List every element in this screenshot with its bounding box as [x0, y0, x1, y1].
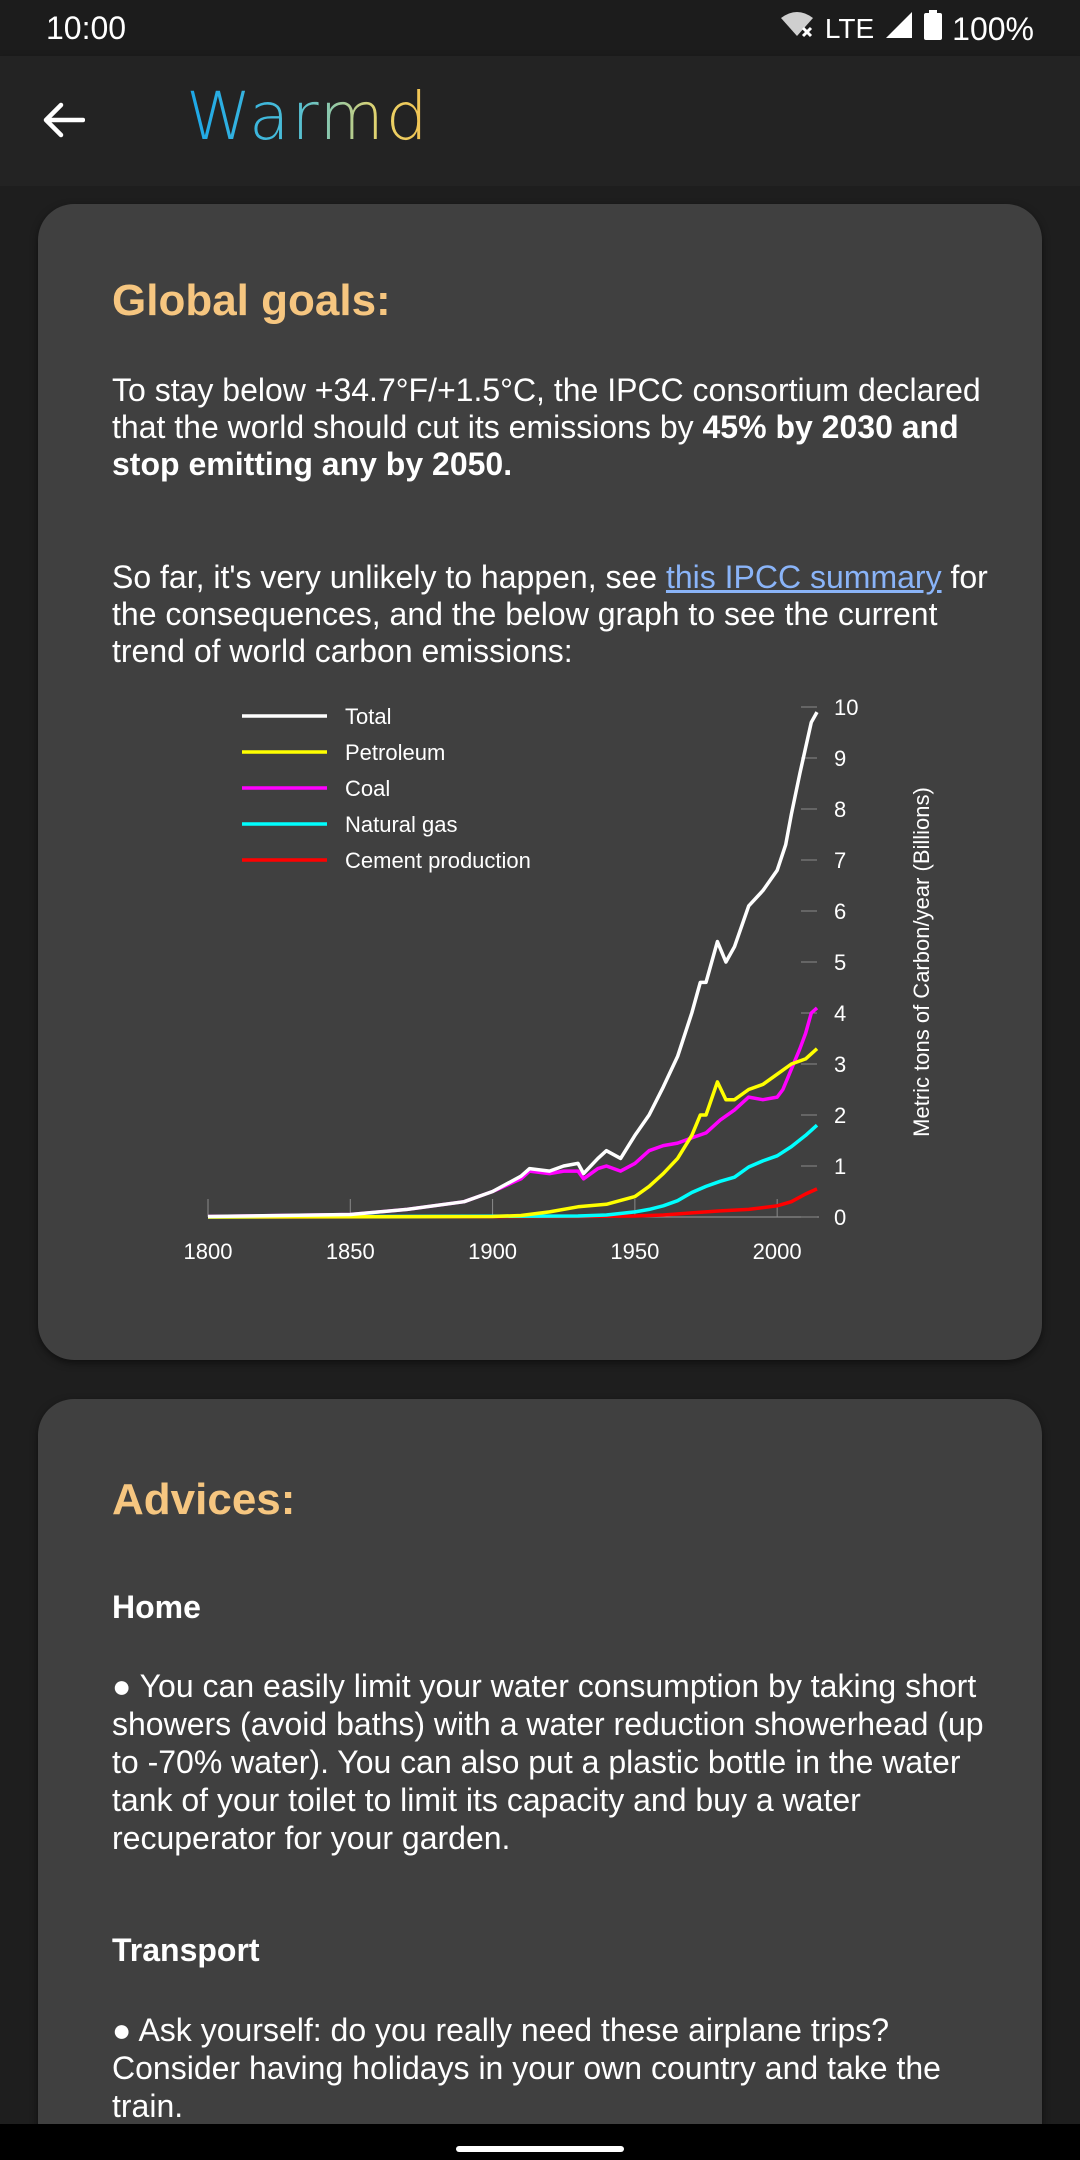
- x-tick-label: 2000: [753, 1239, 802, 1264]
- app-title-text: Warmd: [186, 78, 430, 155]
- goals-text-2: So far, it's very unlikely to happen, se…: [112, 559, 666, 595]
- transport-advice-text: ● Ask yourself: do you really need these…: [112, 2012, 941, 2124]
- status-time: 10:00: [46, 10, 127, 46]
- x-tick-label: 1800: [184, 1239, 233, 1264]
- series-line-coal: [207, 1006, 819, 1219]
- goals-text-2-end: for the consequences, and the below grap…: [112, 559, 988, 669]
- gesture-handle[interactable]: [456, 2146, 624, 2152]
- status-icons: LTE 100%: [779, 10, 1034, 48]
- y-tick-label: 7: [834, 848, 846, 873]
- y-tick-label: 9: [834, 746, 846, 771]
- global-goals-card: Global goals: To stay below +34.7°F/+1.5…: [38, 204, 1042, 1360]
- y-tick-label: 4: [834, 1001, 846, 1026]
- legend-label: Petroleum: [345, 740, 445, 765]
- x-tick-label: 1900: [468, 1239, 517, 1264]
- back-button[interactable]: [34, 92, 94, 152]
- y-tick-label: 3: [834, 1052, 846, 1077]
- y-tick-label: 1: [834, 1154, 846, 1179]
- scroll-content[interactable]: Global goals: To stay below +34.7°F/+1.5…: [0, 186, 1080, 2124]
- series-line-total: [207, 711, 819, 1219]
- battery-percent: 100%: [952, 10, 1034, 47]
- home-subheading: Home: [112, 1589, 201, 1625]
- network-label: LTE: [824, 13, 875, 44]
- y-tick-label: 2: [834, 1103, 846, 1128]
- y-tick-label: 0: [834, 1205, 846, 1230]
- ipcc-summary-link[interactable]: this IPCC summary: [665, 559, 942, 595]
- y-tick-label: 10: [834, 695, 858, 720]
- goals-text-1-bold: 45% by 2030 and stop emitting any by 205…: [112, 409, 959, 482]
- emissions-chart: 1800 1850 1900 1950 2000 0 1 2 3 4 5 6 7 8 9 10 Metric t…: [138, 680, 958, 1280]
- legend-label: Natural gas: [345, 812, 458, 837]
- y-axis-label: Metric tons of Carbon/year (Billions): [909, 787, 934, 1137]
- series-line-natural-gas: [207, 1123, 819, 1219]
- emissions-chart-svg: 1800 1850 1900 1950 2000 0 1 2 3 4 5 6 7 8 9 10 Metric t…: [184, 695, 934, 1264]
- legend-label: Coal: [345, 776, 390, 801]
- navigation-bar: [0, 2124, 1080, 2160]
- x-tick-label: 1850: [326, 1239, 375, 1264]
- status-bar: 10:00 LTE 100%: [0, 0, 1080, 56]
- advices-card: Advices: Home ● You can easily limit you…: [38, 1399, 1042, 2124]
- legend-label: Total: [345, 704, 391, 729]
- goals-text-1: To stay below +34.7°F/+1.5°C, the IPCC c…: [112, 372, 981, 445]
- wifi-off-icon: [779, 10, 815, 48]
- legend-label: Cement production: [345, 848, 531, 873]
- arrow-back-icon: [43, 102, 86, 143]
- goals-title: Global goals:: [112, 276, 391, 325]
- goals-paragraph-1: To stay below +34.7°F/+1.5°C, the IPCC c…: [112, 372, 992, 483]
- home-advice-text: ● You can easily limit your water consum…: [112, 1668, 984, 1856]
- goals-paragraph-2: So far, it's very unlikely to happen, se…: [112, 559, 992, 670]
- y-tick-label: 8: [834, 797, 846, 822]
- x-tick-label: 1950: [610, 1239, 659, 1264]
- y-tick-label: 5: [834, 950, 846, 975]
- transport-subheading: Transport: [112, 1932, 260, 1968]
- signal-icon: [884, 10, 914, 48]
- series-line-petroleum: [207, 1047, 819, 1219]
- app-bar: Warmd: [0, 56, 1080, 186]
- battery-icon: [924, 10, 943, 48]
- app-title: Warmd: [186, 78, 430, 155]
- y-tick-label: 6: [834, 899, 846, 924]
- series-line-cement-production: [207, 1187, 818, 1219]
- advices-title: Advices:: [112, 1475, 296, 1524]
